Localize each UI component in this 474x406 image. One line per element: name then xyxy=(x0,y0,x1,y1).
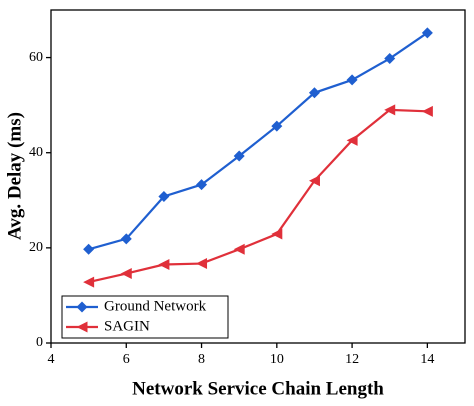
marker xyxy=(196,179,208,191)
y-tick-label: 20 xyxy=(29,240,43,255)
x-tick-label: 8 xyxy=(198,352,205,367)
marker xyxy=(158,259,170,271)
y-axis-title: Avg. Delay (ms) xyxy=(4,112,25,240)
marker xyxy=(346,134,358,146)
marker xyxy=(233,150,245,162)
series-line xyxy=(88,108,428,284)
x-tick-label: 14 xyxy=(420,352,434,367)
x-tick-label: 10 xyxy=(270,352,284,367)
marker xyxy=(120,233,132,245)
x-tick-label: 4 xyxy=(48,352,55,367)
y-tick-label: 40 xyxy=(29,145,43,160)
legend-label: Ground Network xyxy=(104,298,207,314)
legend-label: SAGIN xyxy=(104,318,150,334)
marker xyxy=(196,258,208,270)
marker xyxy=(271,228,283,240)
marker xyxy=(271,120,283,132)
marker xyxy=(83,243,95,255)
marker xyxy=(158,190,170,202)
marker xyxy=(384,104,396,116)
marker xyxy=(346,74,358,86)
marker xyxy=(421,105,433,117)
x-axis-title: Network Service Chain Length xyxy=(132,378,384,399)
x-tick-label: 12 xyxy=(345,352,359,367)
x-tick-label: 6 xyxy=(123,352,130,367)
marker xyxy=(76,301,88,313)
marker xyxy=(308,175,320,187)
marker xyxy=(384,53,396,65)
marker xyxy=(421,27,433,39)
marker xyxy=(76,321,88,333)
legend-box xyxy=(61,295,229,339)
y-tick-label: 0 xyxy=(36,335,43,350)
marker xyxy=(233,243,245,255)
plot-frame xyxy=(50,9,466,344)
series-line xyxy=(88,31,428,251)
marker xyxy=(308,87,320,99)
marker xyxy=(83,276,95,288)
marker xyxy=(120,268,132,280)
y-tick-label: 60 xyxy=(29,50,43,65)
